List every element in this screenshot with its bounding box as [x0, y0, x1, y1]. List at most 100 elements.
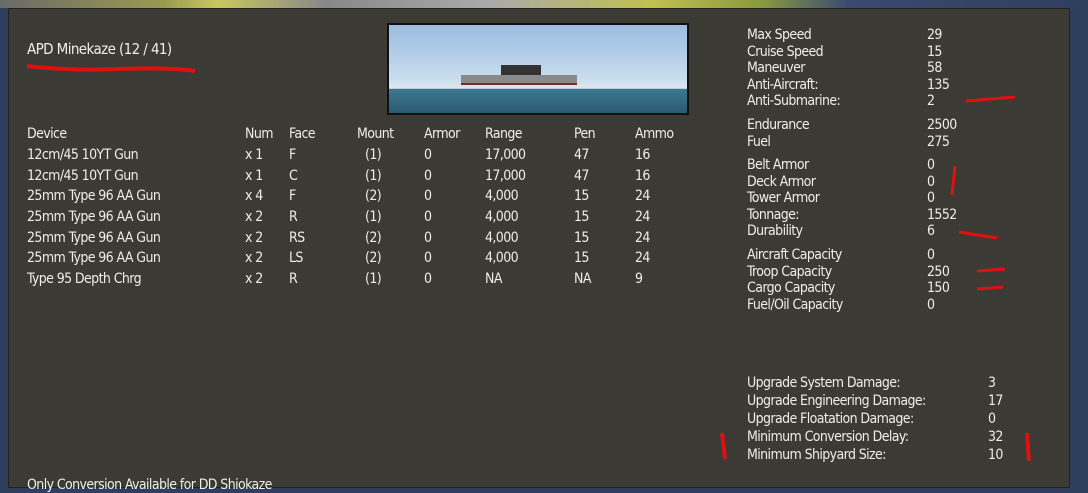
- device-cell: (2): [365, 188, 382, 205]
- device-cell: F: [289, 147, 296, 164]
- device-cell: 24: [635, 188, 650, 205]
- stat-value: 58: [927, 60, 942, 76]
- stat-value: 1552: [927, 206, 957, 223]
- device-cell: 25mm Type 96 AA Gun: [27, 250, 161, 267]
- device-row: 25mm Type 96 AA Gun x 2 RS (2) 0 4,000 15 24: [27, 227, 687, 248]
- device-cell: x 2: [245, 250, 263, 267]
- column-header: Device: [27, 126, 67, 143]
- device-cell: RS: [289, 229, 305, 246]
- stat-label: Tonnage:: [747, 206, 800, 223]
- device-cell: x 2: [245, 209, 263, 226]
- stat-label: Maneuver: [747, 60, 805, 76]
- device-cell: R: [289, 271, 298, 288]
- device-cell: C: [289, 167, 298, 184]
- stat-value: 0: [927, 190, 935, 206]
- upgrade-label: Upgrade Floatation Damage:: [747, 411, 914, 427]
- device-cell: 16: [635, 147, 650, 164]
- device-cell: 4,000: [485, 250, 519, 267]
- device-cell: 47: [574, 167, 589, 184]
- ship-title: APD Minekaze (12 / 41): [27, 40, 172, 58]
- stat-value: 29: [927, 27, 942, 43]
- stat-value: 6: [927, 223, 935, 239]
- upgrade-label: Upgrade System Damage:: [747, 375, 901, 391]
- column-header: Ammo: [635, 126, 674, 143]
- red-annotations: [26, 64, 1031, 462]
- stat-label: Belt Armor: [747, 157, 809, 173]
- stat-value: 0: [927, 247, 935, 263]
- device-row: 25mm Type 96 AA Gun x 2 LS (2) 0 4,000 15 24: [27, 248, 687, 269]
- device-cell: 24: [635, 209, 650, 226]
- device-cell: x 4: [245, 188, 263, 205]
- device-cell: (1): [365, 167, 382, 184]
- device-cell: 0: [424, 167, 432, 184]
- device-cell: 0: [424, 250, 432, 267]
- device-cell: 25mm Type 96 AA Gun: [27, 209, 161, 226]
- device-cell: 24: [635, 229, 650, 246]
- device-cell: (2): [365, 229, 382, 246]
- stat-value: 0: [927, 173, 935, 190]
- device-cell: 0: [424, 147, 432, 164]
- stat-label: Tower Armor: [747, 190, 820, 206]
- stat-label: Deck Armor: [747, 173, 816, 190]
- device-cell: x 1: [245, 167, 263, 184]
- device-cell: 25mm Type 96 AA Gun: [27, 188, 161, 205]
- device-cell: 0: [424, 209, 432, 226]
- device-cell: 12cm/45 10YT Gun: [27, 147, 139, 164]
- stat-label: Fuel/Oil Capacity: [747, 296, 843, 313]
- device-cell: 15: [574, 209, 589, 226]
- device-cell: 4,000: [485, 229, 519, 246]
- column-header: Face: [289, 126, 316, 143]
- map-strip: [0, 0, 1088, 8]
- ship-photo: [387, 23, 689, 115]
- device-cell: 0: [424, 271, 432, 288]
- upgrade-value: 0: [988, 411, 996, 427]
- device-row: 25mm Type 96 AA Gun x 4 F (2) 0 4,000 15 24: [27, 186, 687, 207]
- stat-label: Aircraft Capacity: [747, 247, 842, 263]
- stat-value: 275: [927, 133, 950, 150]
- stat-value: 2: [927, 93, 935, 109]
- device-row: 25mm Type 96 AA Gun x 2 R (1) 0 4,000 15 24: [27, 207, 687, 228]
- device-cell: 24: [635, 250, 650, 267]
- stat-label: Max Speed: [747, 27, 812, 43]
- device-cell: 25mm Type 96 AA Gun: [27, 229, 161, 246]
- device-cell: Type 95 Depth Chrg: [27, 271, 142, 288]
- upgrade-value: 10: [988, 447, 1003, 463]
- device-cell: 15: [574, 229, 589, 246]
- device-cell: (1): [365, 271, 382, 288]
- stat-label: Troop Capacity: [747, 263, 832, 280]
- device-cell: x 2: [245, 271, 263, 288]
- device-cell: F: [289, 188, 296, 205]
- device-row: Type 95 Depth Chrg x 2 R (1) 0 NA NA 9: [27, 269, 687, 290]
- device-cell: 0: [424, 229, 432, 246]
- stat-label: Fuel: [747, 133, 771, 150]
- upgrade-value: 17: [988, 393, 1003, 409]
- device-cell: (1): [365, 147, 382, 164]
- device-cell: 47: [574, 147, 589, 164]
- device-row: 12cm/45 10YT Gun x 1 C (1) 0 17,000 47 16: [27, 165, 687, 186]
- device-cell: 17,000: [485, 147, 526, 164]
- column-header: Range: [485, 126, 523, 143]
- column-header: Mount: [357, 126, 394, 143]
- stat-label: Anti-Submarine:: [747, 93, 841, 109]
- upgrade-label: Minimum Shipyard Size:: [747, 447, 886, 463]
- device-cell: (1): [365, 209, 382, 226]
- upgrade-label: Minimum Conversion Delay:: [747, 429, 909, 445]
- stat-label: Cruise Speed: [747, 43, 824, 60]
- device-cell: 15: [574, 188, 589, 205]
- stat-value: 250: [927, 263, 950, 280]
- column-header: Pen: [574, 126, 596, 143]
- device-cell: 4,000: [485, 188, 519, 205]
- device-cell: 17,000: [485, 167, 526, 184]
- device-row: 12cm/45 10YT Gun x 1 F (1) 0 17,000 47 16: [27, 145, 687, 166]
- device-table: Device Num Face Mount Armor Range Pen Ammo 12cm/…: [27, 124, 687, 290]
- stat-value: 150: [927, 280, 950, 296]
- stat-label: Endurance: [747, 117, 810, 133]
- device-cell: x 2: [245, 229, 263, 246]
- device-cell: R: [289, 209, 298, 226]
- upgrade-value: 32: [988, 429, 1003, 445]
- stat-value: 2500: [927, 117, 957, 133]
- stat-label: Durability: [747, 223, 803, 239]
- stat-value: 135: [927, 76, 950, 93]
- stat-value: 15: [927, 43, 942, 60]
- device-cell: 9: [635, 271, 643, 288]
